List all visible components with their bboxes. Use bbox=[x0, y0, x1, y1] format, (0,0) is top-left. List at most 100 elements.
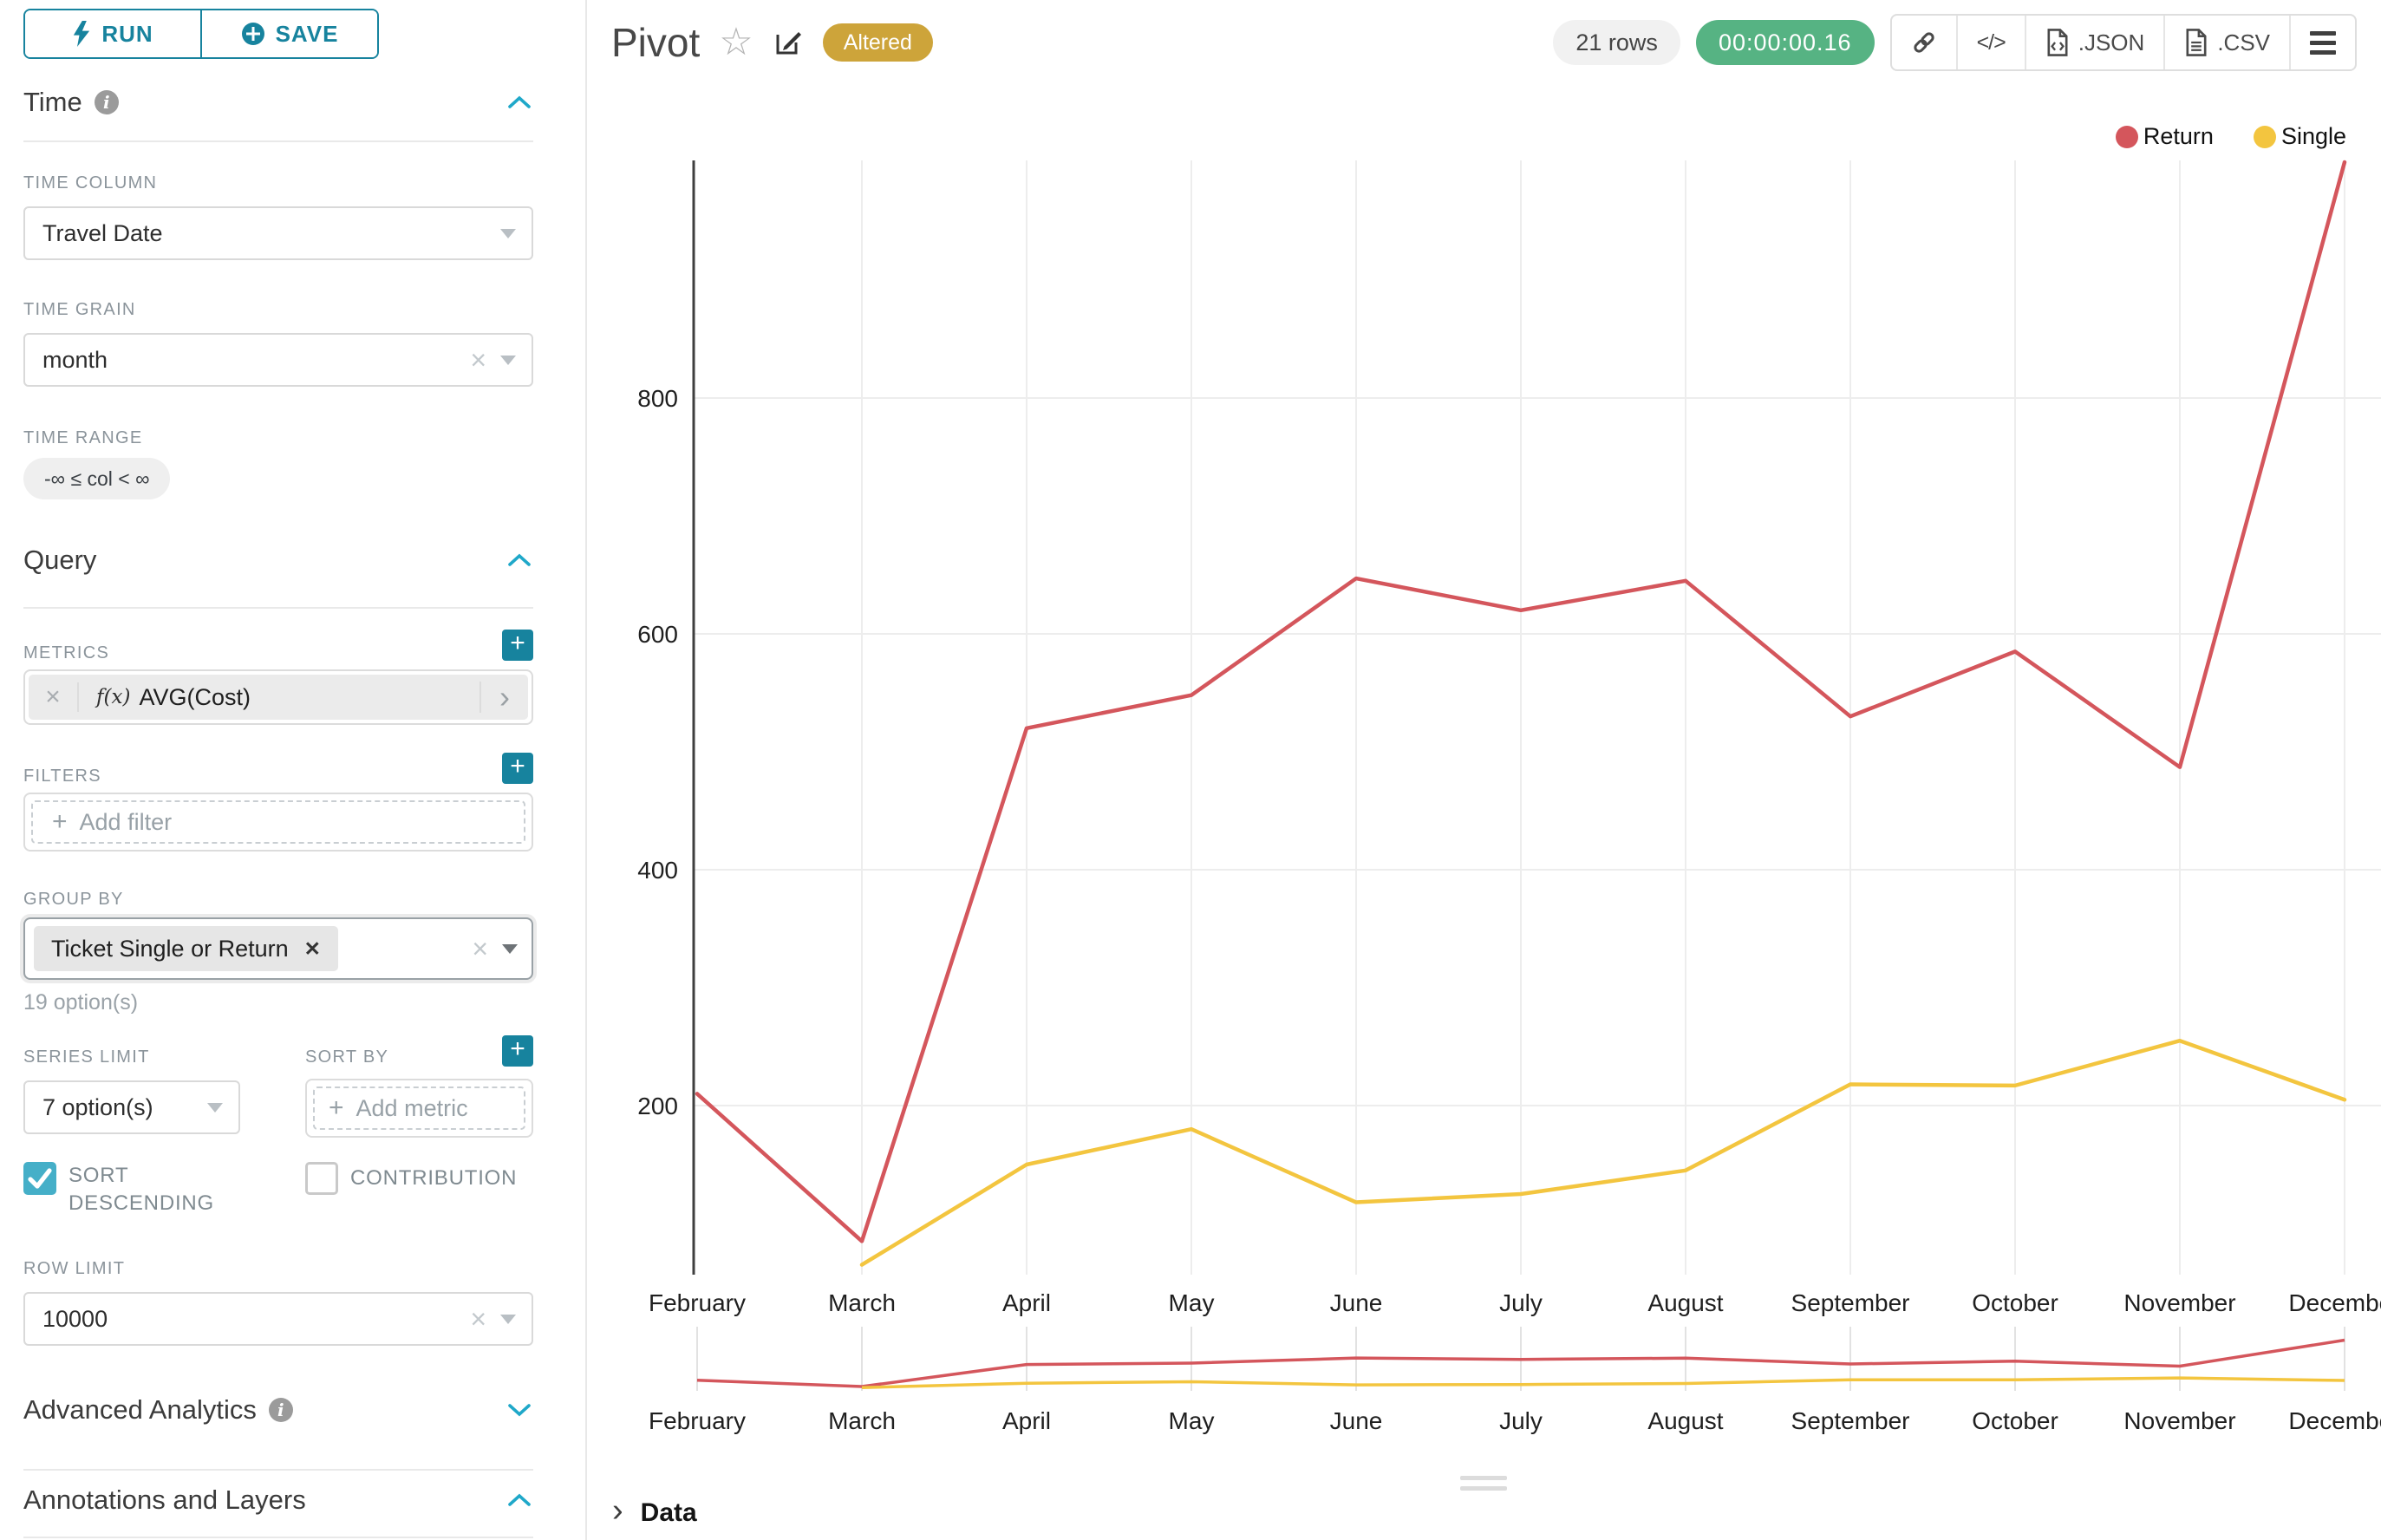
function-icon: f(x) bbox=[96, 686, 131, 708]
sort-descending-checkbox-row[interactable]: SORT DESCENDING bbox=[23, 1162, 223, 1217]
add-sort-metric-plus-button[interactable]: + bbox=[502, 1035, 533, 1067]
add-filter-plus-button[interactable]: + bbox=[502, 753, 533, 784]
y-axis-tick-label: 400 bbox=[637, 857, 678, 884]
section-annotations[interactable]: Annotations and Layers bbox=[23, 1485, 533, 1516]
add-filter-button[interactable]: + Add filter bbox=[31, 800, 525, 844]
chevron-down-icon[interactable] bbox=[506, 1402, 533, 1418]
series-line-return[interactable] bbox=[695, 160, 2347, 1243]
section-annotations-title: Annotations and Layers bbox=[23, 1485, 306, 1515]
mini-chart[interactable]: February March April May June July August Septe… bbox=[649, 1327, 2381, 1434]
time-grain-label: TIME GRAIN bbox=[23, 300, 136, 319]
remove-tag-icon[interactable]: ✕ bbox=[303, 936, 321, 960]
query-timer-badge: 00:00:00.16 bbox=[1695, 20, 1875, 65]
data-panel-header[interactable]: › Data bbox=[612, 1492, 697, 1530]
panel-resize-handle[interactable] bbox=[1460, 1476, 1507, 1491]
add-metric-plus-button[interactable]: + bbox=[502, 630, 533, 661]
mini-x-axis-tick-label: June bbox=[1330, 1407, 1383, 1434]
export-csv-button[interactable]: .CSV bbox=[2163, 16, 2289, 69]
metrics-label: METRICS bbox=[23, 643, 110, 662]
legend-label: Return bbox=[2143, 123, 2214, 149]
series-line-single[interactable] bbox=[859, 1038, 2347, 1267]
link-icon bbox=[1913, 32, 1934, 53]
x-axis-tick-label: September bbox=[1791, 1289, 1910, 1316]
line-chart[interactable]: 200 400 600 800 February March April May June Jul… bbox=[587, 146, 2381, 1439]
hamburger-icon bbox=[2310, 30, 2336, 55]
x-axis-tick-label: April bbox=[1002, 1289, 1051, 1316]
legend-item-return[interactable]: Return bbox=[2115, 123, 2214, 150]
chevron-up-icon[interactable] bbox=[506, 95, 533, 110]
group-by-tag-label: Ticket Single or Return bbox=[51, 935, 289, 962]
mini-x-axis-tick-label: May bbox=[1169, 1407, 1215, 1434]
menu-button[interactable] bbox=[2289, 16, 2355, 69]
group-by-select[interactable]: Ticket Single or Return ✕ × bbox=[23, 917, 533, 980]
run-button[interactable]: RUN bbox=[25, 10, 202, 57]
series-limit-value: 7 option(s) bbox=[42, 1093, 153, 1120]
time-grain-value: month bbox=[42, 346, 108, 373]
section-advanced-analytics[interactable]: Advanced Analytics i bbox=[23, 1394, 533, 1426]
chevron-down-icon bbox=[500, 355, 516, 365]
export-json-button[interactable]: .JSON bbox=[2024, 16, 2164, 69]
filters-label: FILTERS bbox=[23, 767, 101, 786]
remove-metric-icon[interactable]: × bbox=[29, 682, 79, 712]
contribution-checkbox[interactable] bbox=[305, 1162, 338, 1195]
metrics-box: × f(x) AVG(Cost) › bbox=[23, 669, 533, 725]
mini-series-line-return bbox=[696, 1338, 2345, 1388]
sort-descending-checkbox[interactable] bbox=[23, 1162, 56, 1195]
x-axis-tick-label: October bbox=[1972, 1289, 2058, 1316]
time-grain-select[interactable]: month × bbox=[23, 333, 533, 387]
mini-x-axis-tick-label: July bbox=[1499, 1407, 1543, 1434]
row-limit-select[interactable]: 10000 × bbox=[23, 1292, 533, 1346]
info-icon[interactable]: i bbox=[268, 1398, 293, 1422]
sort-descending-label: SORT DESCENDING bbox=[68, 1164, 215, 1215]
control-panel-sidebar: RUN SAVE Time i TIME COLUMN Travel Date … bbox=[0, 0, 587, 1540]
time-range-pill[interactable]: -∞ ≤ col < ∞ bbox=[23, 458, 171, 499]
row-limit-value: 10000 bbox=[42, 1305, 108, 1332]
save-label: SAVE bbox=[275, 20, 339, 47]
series-limit-select[interactable]: 7 option(s) bbox=[23, 1080, 240, 1134]
x-axis-tick-label: June bbox=[1330, 1289, 1383, 1316]
legend-label: Single bbox=[2280, 123, 2346, 149]
favorite-star-icon[interactable]: ☆ bbox=[719, 21, 753, 63]
section-time[interactable]: Time i bbox=[23, 87, 533, 118]
embed-code-button[interactable]: </> bbox=[1955, 16, 2025, 69]
section-query[interactable]: Query bbox=[23, 545, 533, 576]
chevron-right-icon: › bbox=[612, 1492, 623, 1529]
chevron-up-icon[interactable] bbox=[506, 1492, 533, 1508]
edit-icon[interactable] bbox=[773, 27, 804, 58]
sort-by-box: + Add metric bbox=[305, 1079, 533, 1138]
clear-icon[interactable]: × bbox=[470, 344, 486, 375]
x-axis-labels: February March April May June July August Septe… bbox=[649, 1289, 2381, 1316]
add-sort-metric-button[interactable]: + Add metric bbox=[313, 1086, 525, 1130]
time-column-label: TIME COLUMN bbox=[23, 173, 158, 192]
share-link-button[interactable] bbox=[1892, 16, 1956, 69]
expand-metric-icon[interactable]: › bbox=[479, 682, 528, 713]
section-query-title: Query bbox=[23, 545, 97, 575]
mini-x-axis-tick-label: April bbox=[1002, 1407, 1051, 1434]
mini-x-axis-tick-label: August bbox=[1647, 1407, 1723, 1434]
clear-icon[interactable]: × bbox=[472, 933, 488, 964]
x-axis-tick-label: November bbox=[2123, 1289, 2235, 1316]
chevron-down-icon bbox=[207, 1102, 223, 1113]
chart-title: Pivot bbox=[611, 20, 701, 65]
plus-circle-icon bbox=[241, 23, 264, 45]
time-column-select[interactable]: Travel Date bbox=[23, 206, 533, 260]
contribution-checkbox-row[interactable]: CONTRIBUTION bbox=[305, 1162, 517, 1195]
chevron-up-icon[interactable] bbox=[506, 552, 533, 568]
mini-x-axis-tick-label: February bbox=[649, 1407, 746, 1434]
save-button[interactable]: SAVE bbox=[202, 10, 377, 57]
row-limit-label: ROW LIMIT bbox=[23, 1259, 126, 1278]
code-icon: </> bbox=[1976, 29, 2006, 55]
metric-name: AVG(Cost) bbox=[139, 683, 251, 710]
clear-icon[interactable]: × bbox=[470, 1303, 486, 1334]
json-label: .JSON bbox=[2078, 29, 2145, 55]
x-axis-tick-label: March bbox=[828, 1289, 896, 1316]
metric-pill[interactable]: × f(x) AVG(Cost) › bbox=[29, 675, 528, 720]
run-save-button-group: RUN SAVE bbox=[23, 9, 379, 59]
filters-box: + Add filter bbox=[23, 793, 533, 852]
mini-x-axis-tick-label: September bbox=[1791, 1407, 1910, 1434]
legend-item-single[interactable]: Single bbox=[2253, 123, 2346, 150]
add-metric-placeholder: Add metric bbox=[356, 1094, 468, 1121]
info-icon[interactable]: i bbox=[94, 90, 119, 114]
altered-badge[interactable]: Altered bbox=[822, 23, 933, 62]
group-by-tag: Ticket Single or Return ✕ bbox=[34, 926, 338, 971]
